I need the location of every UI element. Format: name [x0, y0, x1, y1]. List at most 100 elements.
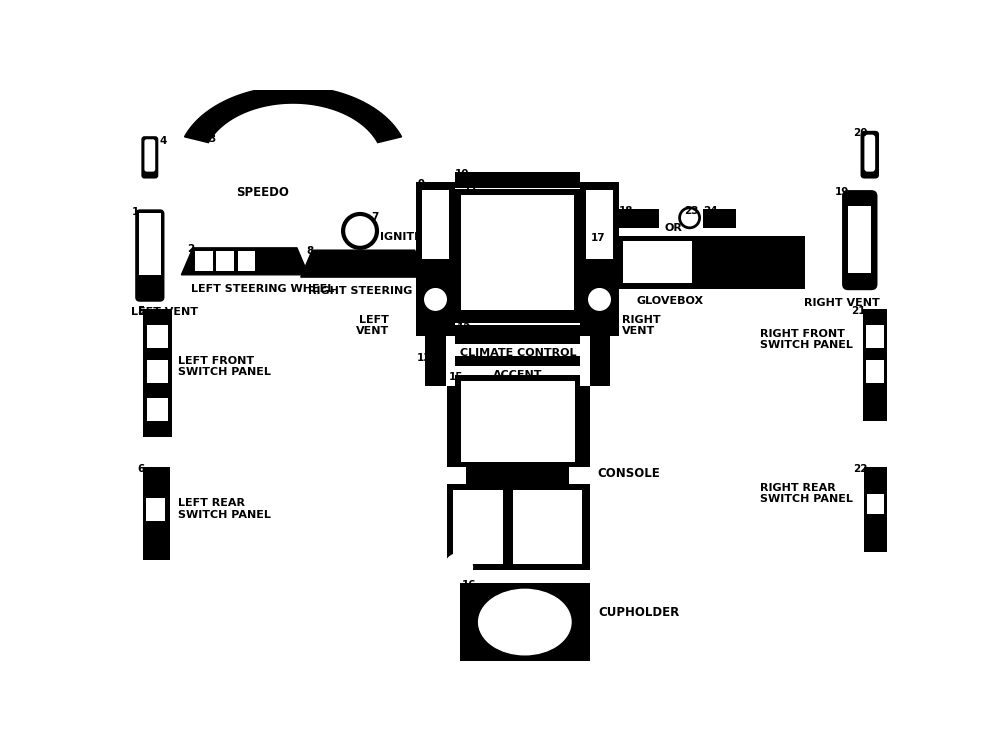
Text: RIGHT FRONT
SWITCH PANEL: RIGHT FRONT SWITCH PANEL	[760, 328, 853, 350]
Bar	[703, 209, 736, 228]
Bar	[580, 337, 590, 386]
Bar	[461, 195, 574, 310]
Bar	[447, 484, 590, 571]
Text: 9: 9	[418, 178, 425, 188]
FancyBboxPatch shape	[144, 140, 155, 172]
Bar	[848, 196, 871, 273]
Text: RIGHT
VENT: RIGHT VENT	[622, 315, 660, 337]
Text: ACCENT: ACCENT	[493, 370, 543, 380]
Bar	[586, 190, 613, 260]
Bar	[866, 325, 884, 348]
Bar	[512, 490, 582, 563]
Text: LEFT VENT: LEFT VENT	[131, 308, 198, 317]
Bar	[590, 236, 805, 289]
Text: SPEEDO: SPEEDO	[236, 186, 289, 200]
Text: 17: 17	[591, 233, 606, 243]
Text: GLOVEBOX: GLOVEBOX	[637, 296, 704, 306]
Circle shape	[445, 554, 472, 581]
Bar	[143, 310, 172, 436]
Text: CUPHOLDER: CUPHOLDER	[599, 606, 680, 619]
Text: 20: 20	[853, 128, 867, 139]
Bar	[416, 356, 619, 367]
Text: 18: 18	[619, 206, 633, 215]
Text: 22: 22	[853, 464, 867, 474]
Text: LEFT REAR
SWITCH PANEL: LEFT REAR SWITCH PANEL	[178, 498, 270, 520]
Bar	[461, 381, 575, 462]
Text: 5: 5	[138, 306, 145, 316]
Text: 2: 2	[188, 244, 195, 254]
Text: 13: 13	[417, 353, 432, 363]
Ellipse shape	[479, 590, 571, 655]
Bar	[580, 182, 619, 386]
Bar	[619, 209, 659, 228]
Text: RIGHT VENT: RIGHT VENT	[804, 298, 880, 308]
Text: 24: 24	[703, 206, 718, 215]
Text: CONSOLE: CONSOLE	[597, 467, 660, 480]
FancyBboxPatch shape	[141, 136, 158, 178]
Bar	[848, 196, 871, 206]
FancyBboxPatch shape	[135, 209, 164, 302]
Text: RIGHT STEERING WHEEL: RIGHT STEERING WHEEL	[308, 286, 460, 296]
Bar	[147, 359, 168, 382]
Text: 15: 15	[449, 372, 463, 382]
Bar	[447, 375, 590, 467]
FancyBboxPatch shape	[864, 135, 875, 172]
Bar	[466, 467, 569, 484]
Text: 21: 21	[851, 306, 866, 316]
Bar	[416, 337, 425, 386]
Bar	[453, 490, 503, 563]
Bar	[416, 182, 455, 386]
Bar	[139, 213, 161, 283]
Text: 12: 12	[457, 322, 472, 332]
Bar	[455, 188, 580, 323]
Text: 23: 23	[684, 206, 699, 215]
Bar	[863, 310, 887, 421]
Text: 16: 16	[462, 580, 476, 590]
Bar	[864, 467, 887, 552]
Bar	[455, 325, 580, 344]
Text: OR: OR	[664, 224, 682, 233]
Bar	[216, 251, 234, 271]
Text: RADIO: RADIO	[497, 327, 539, 340]
Text: 3: 3	[208, 134, 216, 144]
Text: LEFT
VENT: LEFT VENT	[356, 315, 389, 337]
Bar	[460, 583, 590, 662]
Text: IGNITION: IGNITION	[380, 232, 437, 242]
Text: 6: 6	[138, 464, 145, 474]
Text: 1: 1	[131, 207, 139, 217]
Text: LEFT FRONT
SWITCH PANEL: LEFT FRONT SWITCH PANEL	[178, 356, 270, 377]
Bar	[623, 241, 692, 284]
Text: 10: 10	[455, 170, 469, 179]
Text: 7: 7	[372, 211, 379, 222]
FancyBboxPatch shape	[861, 130, 879, 178]
Bar	[867, 494, 884, 514]
Bar	[146, 498, 165, 521]
Bar	[238, 251, 255, 271]
Circle shape	[680, 208, 700, 228]
Bar	[195, 251, 213, 271]
Circle shape	[343, 214, 377, 248]
Polygon shape	[185, 86, 402, 142]
Text: RIGHT REAR
SWITCH PANEL: RIGHT REAR SWITCH PANEL	[760, 483, 853, 504]
Polygon shape	[181, 248, 308, 274]
Circle shape	[589, 289, 610, 310]
Text: 14: 14	[555, 178, 569, 188]
Bar	[147, 398, 168, 421]
Polygon shape	[301, 251, 425, 277]
Text: 4: 4	[160, 136, 167, 146]
Bar	[143, 467, 170, 560]
Bar	[139, 274, 161, 284]
Text: LEFT STEERING WHEEL: LEFT STEERING WHEEL	[191, 284, 334, 294]
Bar	[610, 337, 619, 386]
Bar	[422, 190, 449, 260]
FancyBboxPatch shape	[842, 190, 877, 290]
Text: 19: 19	[834, 187, 849, 197]
Bar	[455, 172, 580, 188]
Circle shape	[425, 289, 446, 310]
Bar	[866, 359, 884, 382]
Text: 11: 11	[464, 186, 478, 196]
Text: CLIMATE CONTROL: CLIMATE CONTROL	[460, 348, 576, 358]
Bar	[147, 325, 168, 348]
Bar	[446, 337, 455, 386]
Text: 8: 8	[306, 246, 313, 256]
